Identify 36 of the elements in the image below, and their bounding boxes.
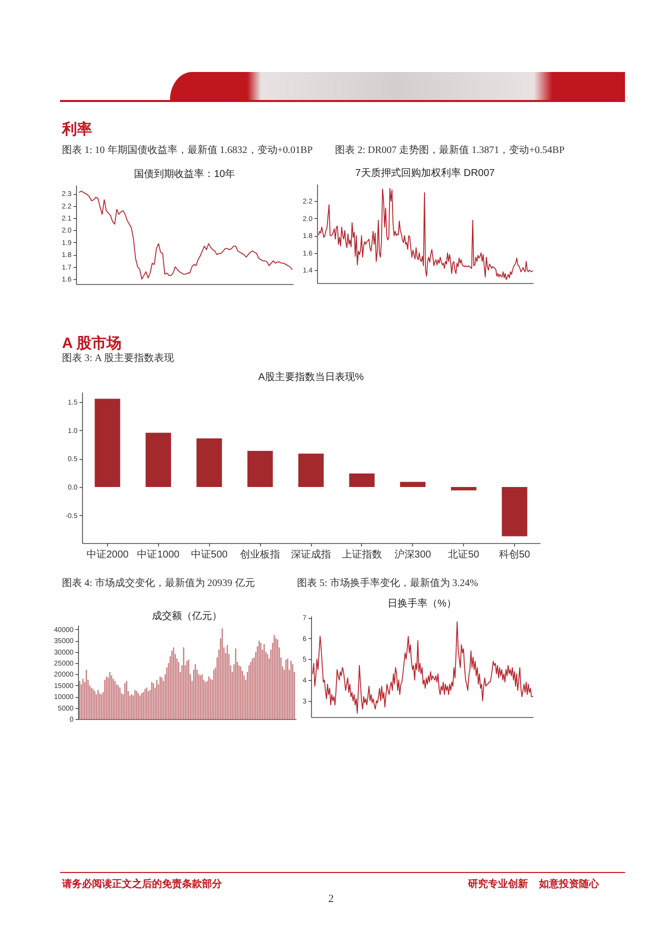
chart-title: A股主要指数当日表现% <box>258 371 364 383</box>
chart-title: 国债到期收益率：10年 <box>134 168 236 180</box>
text: 研究专业创新 如意投资随心 <box>468 879 599 891</box>
chart-subtitle: 图表 1: 10 年期国债收益率，最新值 1.6832，变动+0.01BP <box>62 145 313 157</box>
bar <box>196 438 222 488</box>
x-tick-label: 创业板指 <box>240 548 280 560</box>
line-series <box>318 188 533 280</box>
text: 利率 <box>62 121 92 139</box>
x-tick-label: 科创50 <box>498 548 531 560</box>
bar <box>400 482 426 488</box>
chart-title: 成交额（亿元） <box>152 610 222 622</box>
x-tick-label: 中证1000 <box>137 548 180 560</box>
x-tick-label: 沪深300 <box>394 548 432 560</box>
text: 2 <box>328 893 334 905</box>
bar <box>146 432 172 488</box>
text: 请务必阅读正文之后的免责条款部分 <box>62 879 222 891</box>
x-tick-label: 北证50 <box>448 548 480 560</box>
chart-subtitle: 图表 4: 市场成交变化，最新值为 20939 亿元 <box>62 578 255 590</box>
bar <box>298 454 324 488</box>
bar <box>247 450 273 488</box>
line-series <box>78 190 292 280</box>
bar <box>502 487 528 536</box>
x-tick-label: 深证成指 <box>291 548 331 560</box>
x-tick-label: 中证500 <box>190 548 228 560</box>
bar <box>450 487 476 490</box>
x-tick-label: 上证指数 <box>342 548 382 560</box>
chart-title: 日换手率（%） <box>388 598 456 610</box>
text: A 股市场 <box>62 335 122 352</box>
chart-subtitle: 图表 2: DR007 走势图，最新值 1.3871，变动+0.54BP <box>335 145 565 157</box>
bar <box>349 473 375 488</box>
chart-title: 7天质押式回购加权利率 DR007 <box>355 167 496 179</box>
bar <box>94 398 120 488</box>
line-series <box>312 621 533 714</box>
chart-subtitle: 图表 5: 市场换手率变化，最新值为 3.24% <box>297 578 478 590</box>
chart-subtitle: 图表 3: A 股主要指数表现 <box>62 353 174 365</box>
x-tick-label: 中证2000 <box>86 548 130 560</box>
